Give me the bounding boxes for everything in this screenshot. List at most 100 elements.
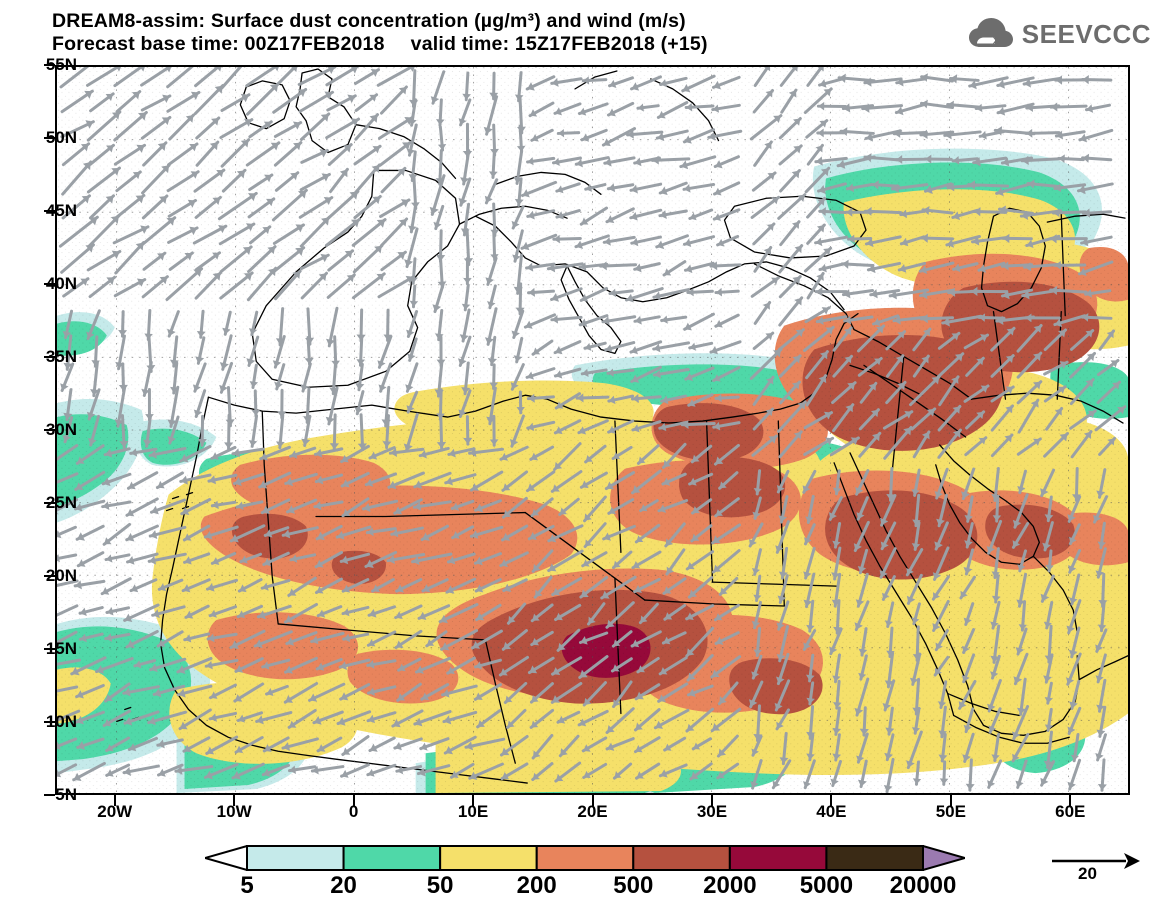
map-plot-area[interactable]	[55, 65, 1130, 795]
wind-vector-head	[347, 94, 356, 104]
wind-vector-head	[1107, 438, 1115, 446]
wind-vector	[245, 82, 280, 116]
wind-vector-head	[774, 702, 783, 710]
wind-vector-head	[181, 506, 190, 516]
wind-vector-head	[548, 563, 557, 572]
wind-vector-head	[885, 727, 895, 735]
wind-vector-head	[920, 129, 928, 140]
wind-vector-head	[414, 501, 422, 511]
wind-vector-head	[262, 582, 269, 591]
wind-vector	[600, 575, 637, 600]
wind-vector-head	[404, 259, 414, 267]
wind-vector-head	[129, 743, 137, 752]
wind-vector-head	[104, 718, 112, 727]
wind-vector-head	[265, 529, 273, 538]
wind-vector-head	[357, 443, 367, 450]
wind-vector-head	[823, 88, 832, 97]
wind-vector-head	[820, 168, 829, 177]
wind-vector-head	[471, 530, 479, 539]
wind-vector-head	[316, 475, 324, 485]
wind-vector-head	[588, 616, 596, 625]
wind-vector-head	[1082, 153, 1090, 163]
wind-vector-head	[685, 372, 694, 381]
wind-vector-head	[712, 722, 721, 731]
wind-vector-head	[267, 268, 276, 277]
wind-vector	[941, 314, 983, 325]
wind-vector-head	[485, 277, 494, 285]
wind-vector-head	[584, 342, 592, 351]
wind-vector-head	[965, 783, 975, 791]
wind-vector-head	[765, 409, 773, 417]
wind-vector-head	[581, 133, 590, 142]
wind-vector-head	[405, 384, 414, 392]
wind-vector	[297, 67, 337, 86]
wind-vector-head	[964, 515, 973, 522]
wind-vector-head	[318, 744, 326, 752]
wind-vector-head	[471, 483, 479, 491]
wind-vector-head	[1078, 184, 1086, 195]
wind-vector-head	[75, 503, 83, 512]
wind-vector-head	[214, 85, 223, 94]
wind-vector-head	[825, 437, 833, 446]
colorbar-segment	[246, 845, 345, 871]
colorbar-segment	[535, 845, 635, 871]
wind-vector-head	[189, 143, 197, 152]
wind-vector-head	[925, 154, 932, 164]
wind-vector-head	[882, 702, 891, 710]
wind-vector-head	[608, 506, 616, 515]
wind-vector	[883, 426, 913, 460]
wind-vector-head	[664, 612, 673, 620]
wind-vector	[464, 737, 506, 749]
wind-vector	[60, 243, 95, 274]
wind-vector-head	[285, 477, 294, 487]
wind-vector-head	[803, 571, 812, 579]
wind-vector-head	[230, 640, 239, 649]
wind-vector-head	[690, 771, 699, 779]
wind-vector-head	[236, 170, 245, 179]
wind-vector-head	[1050, 234, 1057, 244]
wind-vector-head	[779, 757, 789, 764]
wind-vector-head	[190, 91, 199, 101]
wind-vector-head	[1086, 353, 1095, 362]
wind-vector-head	[1006, 328, 1015, 336]
wind-vector	[411, 552, 453, 564]
wind-vector-head	[640, 504, 648, 512]
wind-vector-head	[948, 287, 956, 297]
wind-vector-head	[500, 668, 508, 676]
wind-vector-head	[603, 532, 612, 541]
wind-vector-head	[75, 580, 82, 590]
wind-vector-head	[1043, 675, 1052, 683]
wind-vector-head	[319, 148, 328, 158]
wind-vector-head	[714, 187, 722, 196]
wind-vector-head	[505, 695, 513, 703]
wind-vector-head	[630, 184, 638, 194]
wind-vector-head	[601, 590, 610, 599]
wind-vector-head	[344, 250, 353, 259]
wind-vector-head	[872, 433, 880, 442]
wind-vector-head	[264, 174, 272, 183]
wind-vector	[387, 471, 425, 489]
wind-vector	[271, 188, 308, 222]
wind-vector-head	[369, 608, 377, 618]
wind-vector-head	[876, 325, 884, 334]
wind-vector	[57, 709, 81, 722]
wind-vector-head	[968, 180, 976, 190]
wind-vector-head	[530, 109, 538, 117]
wind-vector-head	[832, 753, 842, 761]
wind-vector-head	[451, 770, 459, 778]
wind-vector	[246, 266, 278, 302]
wind-vector-head	[844, 315, 852, 325]
wind-vector-head	[274, 67, 279, 72]
wind-vector-head	[434, 333, 444, 340]
wind-vector-head	[762, 302, 770, 310]
wind-vector-head	[820, 263, 827, 273]
wind-vector-head	[149, 449, 157, 459]
wind-vector-head	[378, 384, 387, 392]
wind-vector-head	[106, 769, 114, 777]
wind-vector-head	[260, 452, 268, 461]
wind-vector-head	[461, 387, 471, 394]
wind-vector-head	[991, 754, 1000, 761]
wind-vector-head	[980, 334, 988, 342]
colorbar[interactable]	[205, 845, 965, 871]
wind-vector-head	[282, 742, 291, 751]
